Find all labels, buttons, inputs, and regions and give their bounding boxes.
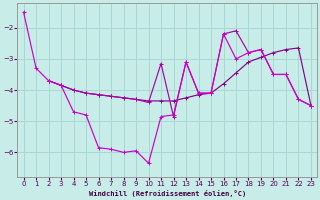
X-axis label: Windchill (Refroidissement éolien,°C): Windchill (Refroidissement éolien,°C) — [89, 190, 246, 197]
